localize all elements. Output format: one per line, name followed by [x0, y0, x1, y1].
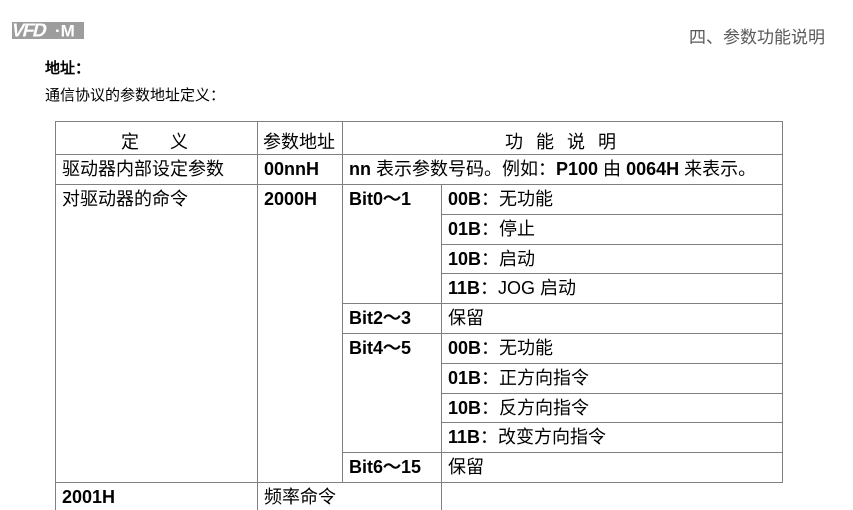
svg-text:·M: ·M — [55, 22, 75, 39]
svg-text:VFD: VFD — [12, 22, 49, 39]
